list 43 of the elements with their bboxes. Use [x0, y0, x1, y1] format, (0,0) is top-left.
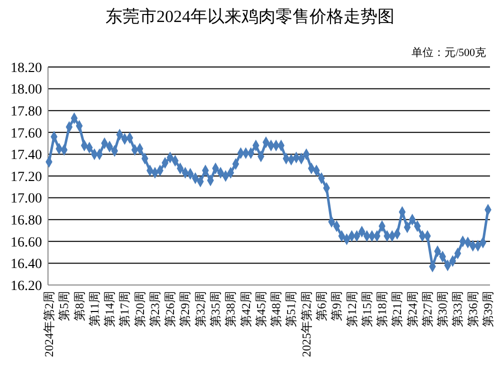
y-tick-label: 16.20 [10, 278, 42, 294]
x-tick-label: 第20周 [132, 291, 147, 327]
y-tick-label: 18.00 [10, 82, 42, 98]
y-tick-label: 18.20 [10, 60, 42, 76]
x-tick-label: 第23周 [148, 291, 162, 327]
x-tick-label: 第48周 [269, 291, 284, 327]
x-tick-label: 第39周 [481, 291, 495, 327]
x-tick-label: 第17周 [118, 291, 132, 327]
x-tick-label: 第27周 [420, 291, 434, 327]
x-tick-label: 第45周 [254, 291, 268, 327]
x-tick-label: 第35周 [208, 291, 223, 327]
x-tick-label: 第11周 [87, 291, 102, 327]
x-tick-label: 第26周 [163, 291, 178, 327]
x-tick-label: 第8周 [72, 291, 86, 321]
y-tick-label: 17.20 [10, 170, 42, 185]
x-tick-label: 第5周 [57, 291, 72, 321]
x-tick-label: 第30周 [436, 291, 450, 327]
x-tick-label: 第21周 [390, 291, 404, 327]
x-tick-label: 第14周 [102, 291, 117, 327]
x-tick-label: 2025年第2周 [299, 291, 314, 357]
x-tick-label: 第6周 [314, 291, 328, 321]
x-tick-label: 第29周 [178, 291, 192, 327]
x-tick-label: 第12周 [344, 291, 359, 327]
y-tick-label: 17.40 [10, 148, 42, 164]
y-tick-label: 16.40 [10, 257, 42, 272]
y-tick-label: 17.60 [10, 126, 42, 142]
x-tick-label: 第33周 [450, 291, 465, 327]
y-tick-label: 17.80 [10, 104, 42, 120]
x-tick-label: 第15周 [360, 291, 374, 327]
x-tick-label: 2024年第2周 [42, 291, 56, 357]
x-tick-label: 第51周 [284, 291, 298, 327]
x-tick-label: 第32周 [193, 291, 208, 327]
chart-title: 东莞市2024年以来鸡肉零售价格走势图 [106, 7, 394, 26]
text: 单位：元/500克 [411, 46, 486, 59]
x-tick-label: 第36周 [466, 291, 480, 327]
x-tick-label: 第42周 [238, 291, 253, 327]
y-tick-label: 16.60 [10, 235, 42, 250]
x-tick-label: 第24周 [405, 291, 420, 327]
x-tick-label: 第38周 [224, 291, 238, 327]
y-tick-label: 17.00 [10, 192, 42, 207]
x-tick-label: 第18周 [375, 291, 390, 327]
x-tick-label: 第9周 [330, 291, 344, 321]
y-tick-label: 16.80 [10, 214, 42, 228]
